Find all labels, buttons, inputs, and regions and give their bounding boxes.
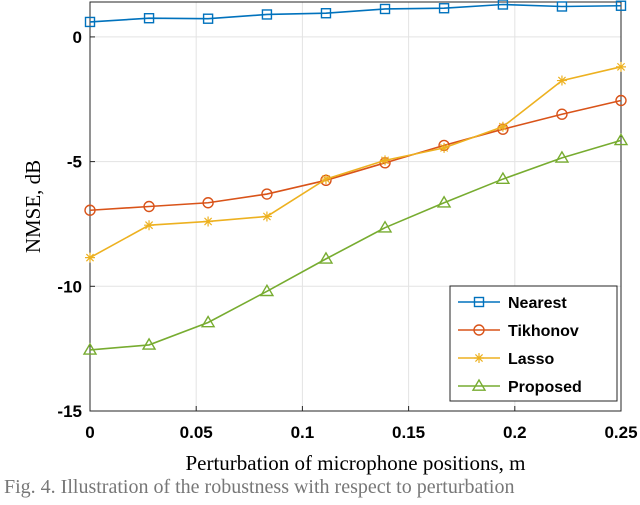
series-layer bbox=[82, 0, 629, 355]
legend-label-nearest: Nearest bbox=[508, 295, 567, 312]
data-point-nearest bbox=[202, 13, 214, 24]
data-point-lasso bbox=[203, 216, 214, 227]
data-point-proposed bbox=[554, 150, 570, 163]
y-tick-label: -10 bbox=[57, 277, 82, 296]
data-point-proposed bbox=[200, 315, 216, 328]
data-point-nearest bbox=[615, 0, 627, 11]
data-point-proposed bbox=[377, 220, 393, 233]
plot-area bbox=[89, 1, 622, 412]
x-tick-label: 0 bbox=[85, 423, 94, 442]
data-point-nearest bbox=[84, 16, 96, 28]
data-point-lasso bbox=[261, 211, 272, 222]
data-point-proposed bbox=[436, 195, 452, 208]
data-point-proposed bbox=[82, 342, 98, 355]
x-tick-label: 0.15 bbox=[392, 423, 425, 442]
figure-caption: Fig. 4. Illustration of the robustness w… bbox=[4, 476, 515, 498]
data-point-tikhonov bbox=[84, 204, 96, 216]
data-point-nearest bbox=[438, 3, 450, 14]
y-tick-label: -5 bbox=[67, 153, 82, 172]
data-point-tikhonov bbox=[261, 188, 273, 200]
data-point-proposed bbox=[141, 337, 157, 350]
x-tick-label: 0.1 bbox=[291, 423, 315, 442]
axis-ticks: 0 0.05 0.1 0.15 0.2 0.25 0 -5 -10 -15 bbox=[57, 28, 637, 442]
data-point-nearest bbox=[497, 0, 509, 10]
data-point-nearest bbox=[143, 13, 155, 24]
data-point-tikhonov bbox=[143, 200, 155, 213]
data-point-lasso bbox=[556, 75, 567, 86]
data-point-lasso bbox=[380, 155, 391, 166]
data-point-nearest bbox=[320, 8, 332, 19]
y-axis-label: NMSE, dB bbox=[21, 160, 45, 253]
x-tick-label: 0.05 bbox=[180, 423, 213, 442]
series-line-lasso bbox=[89, 66, 622, 259]
series-line-proposed bbox=[89, 139, 622, 351]
data-point-tikhonov bbox=[615, 94, 627, 107]
data-point-lasso bbox=[616, 61, 626, 72]
data-point-proposed bbox=[613, 133, 629, 146]
data-point-nearest bbox=[379, 3, 391, 15]
data-point-proposed bbox=[495, 171, 511, 184]
data-point-lasso bbox=[320, 174, 331, 185]
x-tick-label: 0.2 bbox=[503, 423, 527, 442]
data-point-proposed bbox=[318, 251, 334, 264]
legend-marker-lasso bbox=[474, 353, 484, 363]
data-point-tikhonov bbox=[202, 197, 214, 209]
data-point-nearest bbox=[556, 1, 568, 12]
series-tikhonov bbox=[84, 94, 627, 216]
y-tick-label: -15 bbox=[57, 402, 82, 421]
y-tick-label: 0 bbox=[73, 28, 82, 47]
series-line-tikhonov bbox=[89, 99, 622, 212]
x-axis-label: Perturbation of microphone positions, m bbox=[185, 451, 525, 475]
series-proposed bbox=[82, 133, 629, 355]
data-point-lasso bbox=[144, 220, 155, 231]
series-line-nearest bbox=[89, 3, 622, 23]
x-tick-label: 0.25 bbox=[604, 423, 637, 442]
legend-label-tikhonov: Tikhonov bbox=[508, 323, 579, 340]
chart: 0 0.05 0.1 0.15 0.2 0.25 0 -5 -10 -15 Perturbatio… bbox=[21, 0, 638, 475]
series-lasso bbox=[85, 61, 626, 263]
data-point-tikhonov bbox=[556, 108, 568, 120]
data-point-lasso bbox=[497, 121, 508, 132]
legend-marker-nearest bbox=[473, 296, 485, 308]
legend-label-lasso: Lasso bbox=[508, 351, 554, 368]
data-point-lasso bbox=[439, 142, 450, 153]
legend: Nearest Tikhonov Lasso Proposed bbox=[449, 285, 618, 402]
series-nearest bbox=[84, 0, 627, 28]
data-point-nearest bbox=[261, 9, 273, 20]
legend-marker-proposed bbox=[471, 378, 487, 391]
legend-marker-tikhonov bbox=[473, 324, 485, 336]
legend-label-proposed: Proposed bbox=[508, 379, 582, 396]
data-point-lasso bbox=[85, 252, 95, 263]
data-point-proposed bbox=[259, 283, 275, 297]
